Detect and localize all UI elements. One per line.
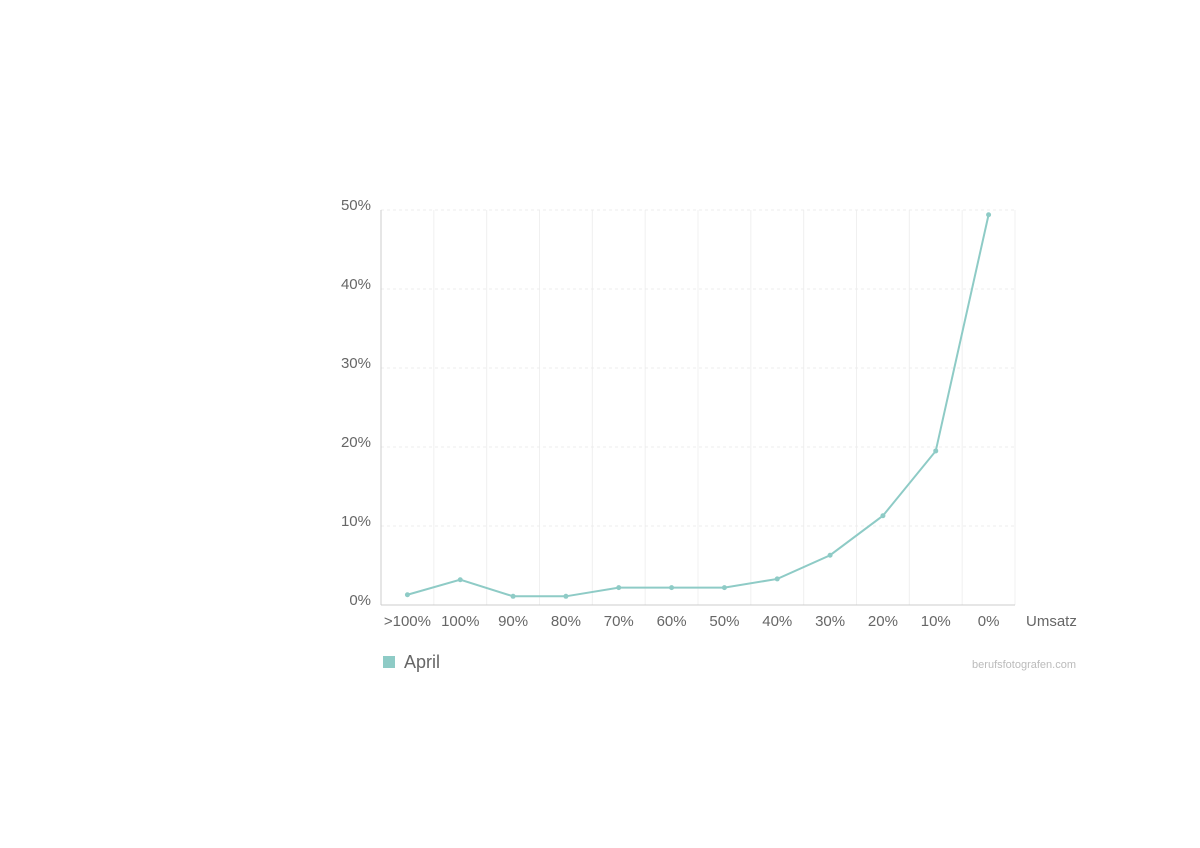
- point: [774, 576, 780, 582]
- x-tick-label: 70%: [604, 613, 634, 630]
- point: [616, 585, 622, 591]
- point: [404, 592, 410, 598]
- point: [880, 513, 886, 519]
- x-tick-label: >100%: [384, 613, 431, 630]
- point: [933, 448, 939, 454]
- x-axis-label: Umsatz: [1026, 613, 1077, 630]
- point: [510, 593, 516, 599]
- x-tick-label: 100%: [441, 613, 479, 630]
- point: [986, 212, 992, 218]
- x-tick-label: 50%: [709, 613, 739, 630]
- point: [669, 585, 675, 591]
- line: [407, 214, 990, 598]
- y-tick-label: 40%: [341, 276, 371, 293]
- x-tick-label: 60%: [657, 613, 687, 630]
- y-tick-label: 0%: [349, 592, 371, 609]
- x-tick-label: 80%: [551, 613, 581, 630]
- x-tick-label: 20%: [868, 613, 898, 630]
- point: [563, 593, 569, 599]
- y-tick-label: 30%: [341, 355, 371, 372]
- x-tick-label: 40%: [762, 613, 792, 630]
- point: [721, 585, 727, 591]
- legend-label: April: [404, 652, 440, 672]
- x-tick-label: 30%: [815, 613, 845, 630]
- x-tick-label: 90%: [498, 613, 528, 630]
- legend-swatch: [383, 656, 395, 668]
- y-tick-label: 50%: [341, 197, 371, 214]
- point: [827, 552, 833, 558]
- y-tick-label: 20%: [341, 434, 371, 451]
- point: [457, 577, 463, 583]
- x-tick-label: 10%: [921, 613, 951, 630]
- source: berufsfotografen.com: [972, 659, 1076, 671]
- y-tick-label: 10%: [341, 513, 371, 530]
- x-tick-label: 0%: [978, 613, 1000, 630]
